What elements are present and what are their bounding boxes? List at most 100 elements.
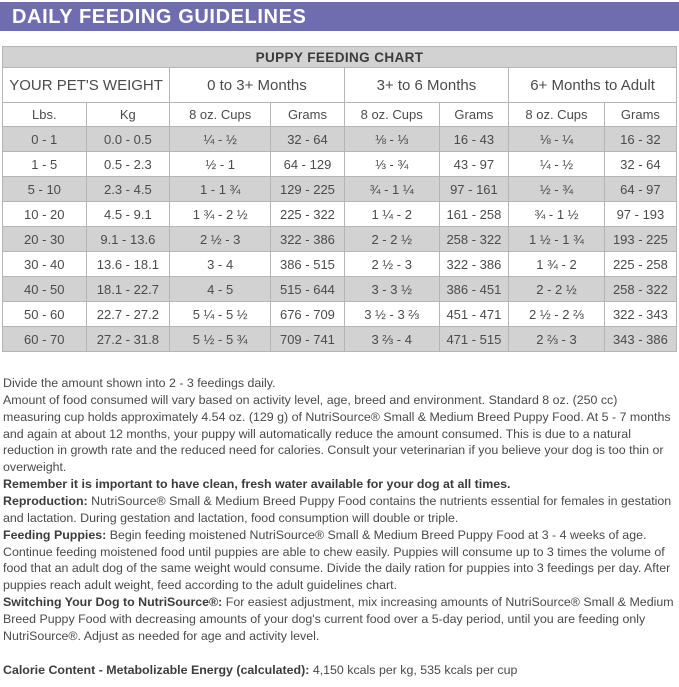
note-text: NutriSource® Small & Medium Breed Puppy … (3, 494, 672, 525)
group-header-3-6-months: 3+ to 6 Months (343, 67, 510, 103)
note-bold-lead: Feeding Puppies: (3, 527, 107, 542)
note-paragraph: Remember it is important to have clean, … (3, 476, 675, 493)
table-cell: 30 - 40 (2, 251, 87, 277)
table-cell: 386 - 451 (438, 276, 510, 302)
table-cell: 225 - 258 (603, 251, 678, 277)
page-title: DAILY FEEDING GUIDELINES (12, 5, 307, 28)
note-text: Amount of food consumed will vary based … (3, 392, 671, 475)
table-cell: 3 ½ - 3 ⅔ (343, 301, 440, 327)
table-cell: 322 - 386 (438, 251, 510, 277)
table-cell: 1 ¼ - 2 (343, 201, 440, 227)
table-cell: 97 - 193 (603, 201, 678, 227)
table-cell: 1 - 5 (2, 151, 87, 177)
daily-feeding-guidelines-banner: DAILY FEEDING GUIDELINES (0, 2, 679, 31)
table-cell: 2 ½ - 2 ⅔ (508, 301, 605, 327)
table-cell: 676 - 709 (270, 301, 345, 327)
table-row: 1 - 5 0.5 - 2.3 ½ - 1 64 - 129 ⅓ - ¾ 43 - 97 ¼… (2, 151, 678, 177)
group-header-0-3-months: 0 to 3+ Months (169, 67, 345, 103)
table-cell: 27.2 - 31.8 (85, 326, 171, 352)
table-cell: 10 - 20 (2, 201, 87, 227)
puppy-feeding-chart: PUPPY FEEDING CHART YOUR PET'S WEIGHT 0 … (1, 46, 678, 352)
calorie-content-label: Calorie Content - Metabolizable Energy (… (3, 662, 310, 677)
notes-section: Divide the amount shown into 2 - 3 feedi… (3, 375, 675, 645)
note-paragraph: Switching Your Dog to NutriSource®: For … (3, 594, 675, 645)
table-cell: ½ - ¾ (508, 176, 605, 202)
table-cell: 32 - 64 (270, 126, 345, 152)
table-cell: ¾ - 1 ½ (508, 201, 605, 227)
chart-title-row: PUPPY FEEDING CHART (2, 46, 677, 68)
table-cell: 22.7 - 27.2 (85, 301, 171, 327)
table-cell: 129 - 225 (270, 176, 345, 202)
table-cell: 43 - 97 (438, 151, 510, 177)
table-row: 20 - 30 9.1 - 13.6 2 ½ - 3 322 - 386 2 - 2 ½… (2, 226, 678, 252)
note-text: Divide the amount shown into 2 - 3 feedi… (3, 376, 276, 390)
table-row: 10 - 20 4.5 - 9.1 1 ¾ - 2 ½ 225 - 322 1 ¼ - … (2, 201, 678, 227)
table-cell: 0.5 - 2.3 (85, 151, 171, 177)
table-cell: 13.6 - 18.1 (85, 251, 171, 277)
table-cell: 2 - 2 ½ (508, 276, 605, 302)
sub-header-cups-3: 8 oz. Cups (508, 102, 605, 127)
table-cell: 0.0 - 0.5 (85, 126, 171, 152)
note-paragraph: Feeding Puppies: Begin feeding moistened… (3, 527, 675, 594)
table-cell: 40 - 50 (2, 276, 87, 302)
note-bold-lead: Reproduction: (3, 494, 88, 509)
chart-title: PUPPY FEEDING CHART (2, 46, 677, 68)
table-cell: 322 - 386 (270, 226, 345, 252)
table-cell: 2.3 - 4.5 (85, 176, 171, 202)
table-cell: 32 - 64 (603, 151, 678, 177)
table-cell: 161 - 258 (438, 201, 510, 227)
table-cell: 9.1 - 13.6 (85, 226, 171, 252)
group-header-6-adult: 6+ Months to Adult (508, 67, 677, 103)
table-cell: 2 ½ - 3 (343, 251, 440, 277)
table-cell: 4.5 - 9.1 (85, 201, 171, 227)
note-text: Begin feeding moistened NutriSource® Sma… (3, 527, 671, 593)
sub-header-kg: Kg (85, 102, 171, 127)
table-cell: ½ - 1 (169, 151, 272, 177)
table-cell: 322 - 343 (603, 301, 678, 327)
table-cell: 60 - 70 (2, 326, 87, 352)
table-cell: 1 - 1 ¾ (169, 176, 272, 202)
table-cell: ¾ - 1 ¼ (343, 176, 440, 202)
table-cell: 5 ½ - 5 ¾ (169, 326, 272, 352)
table-cell: ¼ - ½ (169, 126, 272, 152)
table-row: 60 - 70 27.2 - 31.8 5 ½ - 5 ¾ 709 - 741 3 ⅔ … (2, 326, 678, 352)
table-cell: ⅛ - ⅓ (343, 126, 440, 152)
table-cell: 386 - 515 (270, 251, 345, 277)
calorie-content-line: Calorie Content - Metabolizable Energy (… (3, 662, 675, 679)
table-cell: 709 - 741 (270, 326, 345, 352)
table-cell: 97 - 161 (438, 176, 510, 202)
table-cell: ¼ - ½ (508, 151, 605, 177)
table-cell: 20 - 30 (2, 226, 87, 252)
table-cell: ⅛ - ¼ (508, 126, 605, 152)
table-cell: 515 - 644 (270, 276, 345, 302)
table-row: 0 - 1 0.0 - 0.5 ¼ - ½ 32 - 64 ⅛ - ⅓ 16 - 43 ⅛ … (2, 126, 678, 152)
table-cell: 3 - 3 ½ (343, 276, 440, 302)
table-cell: 64 - 129 (270, 151, 345, 177)
note-bold-lead: Remember it is important to have clean, … (3, 477, 511, 492)
note-paragraph: Reproduction: NutriSource® Small & Mediu… (3, 493, 675, 527)
sub-header-row: Lbs. Kg 8 oz. Cups Grams 8 oz. Cups Gram… (2, 102, 678, 127)
feeding-table: PUPPY FEEDING CHART YOUR PET'S WEIGHT 0 … (1, 46, 678, 352)
feeding-table-body: 0 - 1 0.0 - 0.5 ¼ - ½ 32 - 64 ⅛ - ⅓ 16 - 43 ⅛ … (2, 126, 678, 352)
sub-header-grams-3: Grams (603, 102, 678, 127)
table-cell: 5 - 10 (2, 176, 87, 202)
table-cell: 343 - 386 (603, 326, 678, 352)
table-cell: 16 - 43 (438, 126, 510, 152)
table-cell: 3 ⅔ - 4 (343, 326, 440, 352)
table-cell: 451 - 471 (438, 301, 510, 327)
table-cell: 16 - 32 (603, 126, 678, 152)
table-row: 5 - 10 2.3 - 4.5 1 - 1 ¾ 129 - 225 ¾ - 1 ¼ 97… (2, 176, 678, 202)
table-cell: 2 ⅔ - 3 (508, 326, 605, 352)
table-cell: 1 ½ - 1 ¾ (508, 226, 605, 252)
calorie-content-value: 4,150 kcals per kg, 535 kcals per cup (309, 662, 518, 677)
sub-header-lbs: Lbs. (2, 102, 87, 127)
table-cell: 50 - 60 (2, 301, 87, 327)
group-header-weight: YOUR PET'S WEIGHT (1, 67, 171, 103)
note-paragraph: Amount of food consumed will vary based … (3, 392, 675, 476)
sub-header-grams-2: Grams (438, 102, 510, 127)
note-paragraph: Divide the amount shown into 2 - 3 feedi… (3, 375, 675, 392)
sub-header-grams-1: Grams (270, 102, 345, 127)
